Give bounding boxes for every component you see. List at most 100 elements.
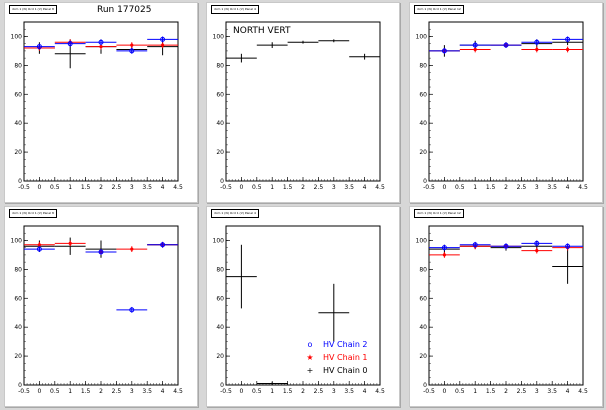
circle-marker [503, 243, 509, 249]
pad-4[interactable]: dcm 1 (N) Ocd 1 (V) Panel 8 -0.5 0 0.5 1 1.5… [4, 206, 198, 407]
x-tick-label: 0.5 [252, 388, 262, 395]
circle-marker [98, 249, 104, 255]
y-tick-label: 20 [216, 149, 224, 156]
data-point-chain-0 [226, 244, 257, 309]
pad-6[interactable]: dcm 1 (N) Ocd 1 (V) Panel 12 -0.5 0 0.5 1 1.… [409, 206, 603, 407]
y-tick-label: 20 [419, 149, 427, 156]
circle-marker [472, 242, 478, 248]
y-tick-label: 100 [213, 33, 225, 40]
legend-item: + HV Chain 0 [303, 364, 368, 377]
x-tick-label: 2.5 [517, 184, 527, 191]
circle-marker [160, 242, 166, 248]
x-tick-label: 1.5 [81, 388, 91, 395]
x-tick-label: 1.5 [283, 184, 293, 191]
circle-marker [129, 307, 135, 313]
circle-marker [534, 240, 540, 246]
x-tick-label: 4.5 [375, 184, 385, 191]
x-tick-label: 4.5 [578, 388, 588, 395]
plot-frame [225, 21, 381, 182]
x-tick-label: 2 [99, 184, 103, 191]
circle-marker [36, 246, 42, 252]
x-tick-label: 4 [161, 388, 165, 395]
pad-title: dcm 1 (N) Ocd 1 (V) Panel 8 [9, 5, 57, 14]
circle-marker-icon: o [307, 340, 313, 349]
data-point-chain-2 [521, 39, 553, 46]
data-point-chain-2 [459, 42, 491, 49]
x-tick-label: -0.5 [423, 184, 435, 191]
y-tick-label: 60 [14, 295, 22, 302]
y-tick-label: 80 [419, 62, 427, 69]
circle-marker [565, 243, 571, 249]
star-marker [37, 243, 42, 247]
data-point-chain-0 [226, 53, 257, 63]
data-point-chain-0 [318, 283, 350, 342]
y-tick-label: 40 [14, 120, 22, 127]
pad-5[interactable]: dcm 1 (N) Ocd 1 (V) Panel 4 -0.5 0 0.5 1 1.5… [206, 206, 400, 407]
data-point-chain-0 [256, 382, 288, 385]
x-tick-label: 0 [442, 388, 446, 395]
data-point-chain-2 [24, 246, 55, 253]
circle-marker [67, 41, 73, 47]
data-point-chain-2 [147, 241, 178, 248]
data-point-chain-1 [429, 252, 460, 258]
data-point-chain-2 [85, 39, 117, 46]
x-tick-label: 2.5 [314, 184, 324, 191]
y-tick-label: 40 [14, 324, 22, 331]
y-tick-label: 20 [419, 353, 427, 360]
data-point-chain-2 [552, 243, 583, 250]
data-point-chain-1 [54, 240, 86, 247]
circle-marker [472, 42, 478, 48]
x-tick-label: 1.5 [486, 388, 496, 395]
pad-3[interactable]: dcm 1 (N) Ocd 1 (V) Panel 12 -0.5 0 0.5 1 1.… [409, 2, 603, 203]
x-tick-label: 0.5 [252, 184, 262, 191]
x-tick-label: 3.5 [142, 184, 152, 191]
pad-2[interactable]: dcm 1 (N) Ocd 1 (V) Panel 4 NORTH VERT -… [206, 2, 400, 203]
circle-marker [441, 245, 447, 251]
y-tick-label: 0 [423, 178, 427, 185]
y-tick-label: 20 [14, 353, 22, 360]
x-tick-label: 0.5 [50, 388, 60, 395]
star-marker [473, 47, 477, 52]
data-point-chain-1 [116, 246, 148, 253]
x-tick-label: 3 [130, 184, 134, 191]
y-tick-label: 100 [11, 237, 23, 244]
data-point-chain-1 [147, 42, 178, 49]
y-tick-label: 40 [419, 120, 427, 127]
y-tick-label: 20 [14, 149, 22, 156]
x-tick-label: 2.5 [314, 388, 324, 395]
x-tick-label: 1.5 [81, 184, 91, 191]
y-tick-label: 100 [416, 33, 428, 40]
cross-marker-icon: + [306, 366, 314, 375]
x-tick-label: 0.5 [455, 388, 465, 395]
x-tick-label: 3 [130, 388, 134, 395]
north-vert-label: NORTH VERT [233, 26, 291, 36]
data-point-chain-2 [54, 40, 86, 47]
y-tick-label: 60 [419, 295, 427, 302]
pad-title: dcm 1 (N) Ocd 1 (V) Panel 4 [211, 209, 259, 218]
x-tick-label: -0.5 [220, 184, 232, 191]
legend-item: o HV Chain 2 [303, 338, 368, 351]
star-marker [130, 43, 134, 47]
legend-label: HV Chain 0 [323, 366, 368, 375]
y-tick-label: 60 [216, 295, 224, 302]
star-marker [161, 43, 165, 47]
x-tick-label: 4 [566, 184, 570, 191]
y-tick-label: 100 [11, 33, 23, 40]
x-tick-label: -0.5 [220, 388, 232, 395]
y-tick-label: 0 [423, 382, 427, 389]
y-tick-label: 40 [216, 324, 224, 331]
x-tick-label: 3 [332, 388, 336, 395]
x-tick-label: 1 [473, 388, 477, 395]
data-point-chain-1 [116, 42, 148, 49]
pad-1[interactable]: dcm 1 (N) Ocd 1 (V) Panel 8 Run 177025 -… [4, 2, 198, 203]
y-tick-label: 40 [216, 120, 224, 127]
legend: o HV Chain 2 ★ HV Chain 1 + HV Chain 0 [303, 338, 368, 377]
data-point-chain-0 [256, 42, 288, 49]
